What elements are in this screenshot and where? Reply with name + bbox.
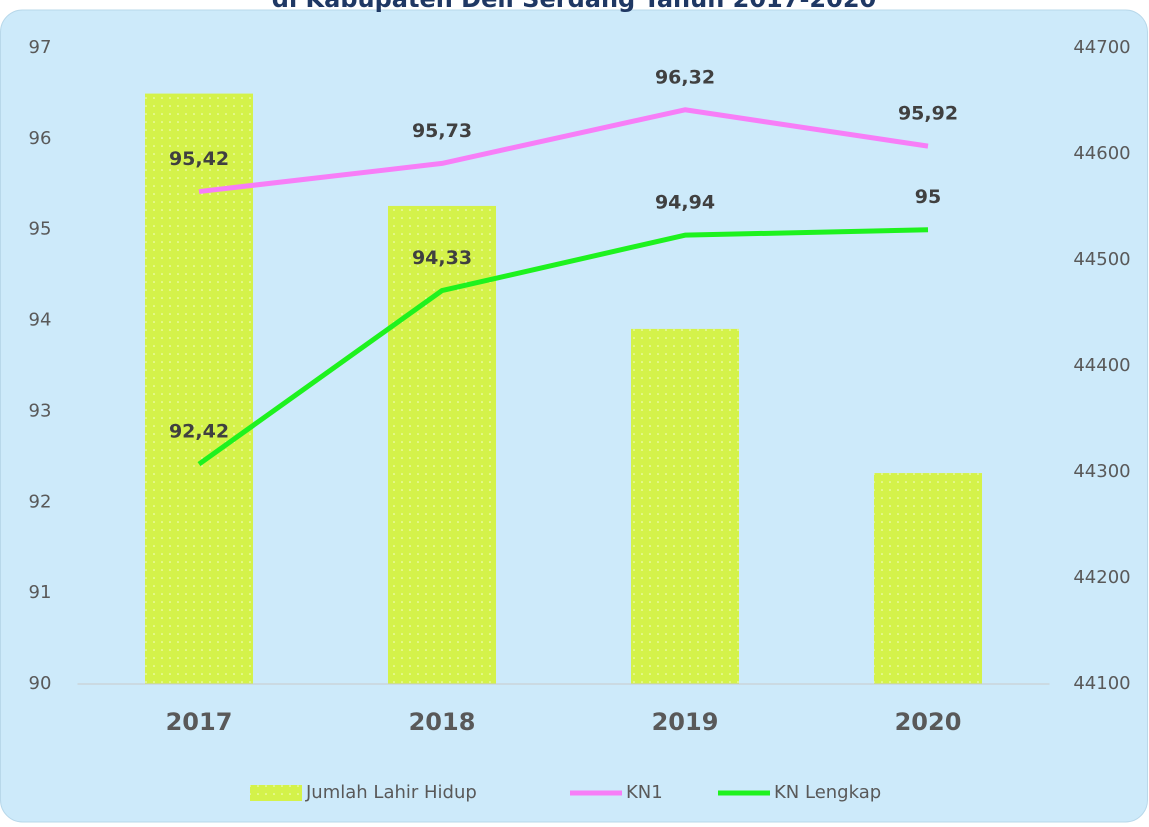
legend-label: Jumlah Lahir Hidup (305, 782, 477, 803)
bar (631, 328, 739, 684)
x-tick-label: 2020 (895, 708, 962, 736)
data-label: 94,33 (412, 247, 472, 269)
data-label: 92,42 (169, 421, 229, 443)
y2-tick-label: 44300 (1073, 461, 1130, 482)
legend-label: KN Lengkap (774, 782, 881, 803)
data-label: 96,32 (655, 66, 715, 88)
line (197, 227, 929, 467)
y-tick-label: 96 (29, 128, 52, 149)
data-label: 94,94 (655, 192, 715, 214)
y2-tick-label: 44100 (1073, 673, 1130, 694)
y2-tick-label: 44200 (1073, 567, 1130, 588)
x-tick-label: 2018 (409, 708, 476, 736)
data-label: 95 (915, 186, 941, 208)
y-tick-label: 94 (29, 310, 52, 331)
data-label: 95,92 (898, 103, 958, 125)
chart-background (0, 9, 1148, 823)
y2-tick-label: 44600 (1073, 143, 1130, 164)
x-tick-label: 2019 (652, 708, 719, 736)
line (198, 107, 929, 195)
legend-label: KN1 (626, 782, 663, 803)
y2-tick-label: 44700 (1073, 37, 1130, 58)
y-tick-label: 90 (29, 673, 52, 694)
y2-tick-label: 44500 (1073, 249, 1130, 270)
bar (874, 473, 982, 684)
legend-swatch (250, 785, 302, 801)
y-tick-label: 95 (29, 219, 52, 240)
y2-tick-label: 44400 (1073, 355, 1130, 376)
chart-title: di Kabupaten Deli Serdang Tahun 2017-202… (272, 0, 876, 13)
x-tick-label: 2017 (166, 708, 233, 736)
y-tick-label: 92 (29, 491, 52, 512)
data-label: 95,42 (169, 148, 229, 170)
y-tick-label: 93 (29, 400, 52, 421)
y-tick-label: 97 (29, 37, 52, 58)
y-tick-label: 91 (29, 582, 52, 603)
bar (388, 205, 496, 684)
bar (145, 93, 253, 684)
data-label: 95,73 (412, 120, 472, 142)
